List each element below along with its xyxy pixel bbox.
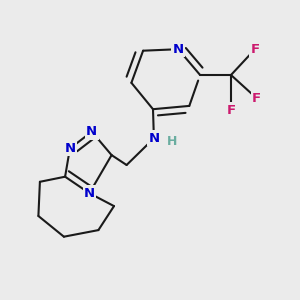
- Text: F: F: [250, 43, 260, 56]
- Text: N: N: [64, 142, 76, 155]
- Text: N: N: [86, 125, 98, 138]
- Text: N: N: [148, 132, 160, 145]
- Text: F: F: [252, 92, 261, 105]
- Text: H: H: [167, 135, 178, 148]
- Text: F: F: [226, 103, 236, 117]
- Text: N: N: [172, 43, 184, 56]
- Text: N: N: [84, 187, 95, 200]
